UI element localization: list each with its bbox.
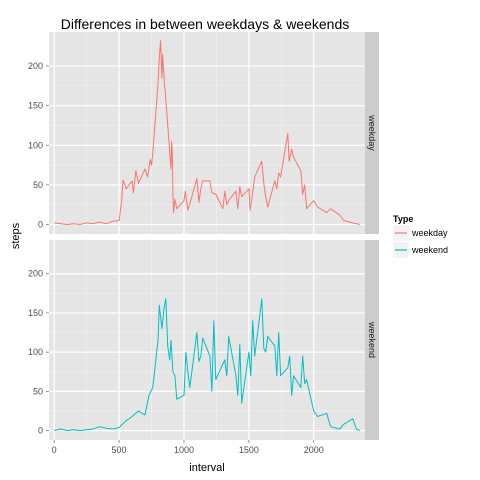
- series-line-weekday: [54, 40, 360, 225]
- y-tick-label: 50: [33, 180, 43, 190]
- y-tick-label: 100: [28, 140, 43, 150]
- y-tick-label: 50: [33, 386, 43, 396]
- chart-title: Differences in between weekdays & weeken…: [61, 16, 349, 32]
- x-tick-label: 0: [52, 445, 57, 455]
- facet-strip: [365, 240, 379, 440]
- panel-background: [49, 240, 365, 440]
- x-tick-label: 500: [112, 445, 127, 455]
- legend-label: weekday: [411, 228, 448, 238]
- series-line-weekend: [54, 298, 361, 432]
- y-tick-label: 0: [38, 426, 43, 436]
- y-tick-label: 200: [28, 269, 43, 279]
- legend-entry-weekday: weekday: [392, 224, 448, 242]
- x-tick-label: 2000: [304, 445, 324, 455]
- y-tick-label: 150: [28, 101, 43, 111]
- legend-entry-weekend: weekend: [392, 241, 448, 259]
- facet-panel-weekday: 0 50 100 150 200 weekday: [28, 32, 379, 234]
- facet-panel-weekend: 0 50 100 150 200 weekend: [28, 240, 379, 440]
- facet-panels: 0 50 100 150 200 weekday 0 50 100 150 200 weekend: [28, 32, 379, 440]
- x-tick-label: 1000: [174, 445, 194, 455]
- legend-label: weekend: [411, 245, 448, 255]
- y-tick-label: 200: [28, 61, 43, 71]
- y-tick-label: 0: [38, 219, 43, 229]
- facet-strip-label: weekday: [367, 114, 377, 151]
- x-tick-label: 1500: [239, 445, 259, 455]
- y-tick-label: 100: [28, 347, 43, 357]
- legend-title: Type: [393, 214, 413, 224]
- x-axis-title: interval: [189, 462, 224, 474]
- facet-strip: [365, 32, 379, 234]
- panel-background: [49, 32, 365, 234]
- x-axis: 0 500 1000 1500 2000: [52, 440, 324, 455]
- y-tick-label: 150: [28, 308, 43, 318]
- y-axis-title: steps: [10, 222, 22, 249]
- legend: Type weekday weekend: [392, 214, 448, 259]
- facet-strip-label: weekend: [367, 321, 377, 358]
